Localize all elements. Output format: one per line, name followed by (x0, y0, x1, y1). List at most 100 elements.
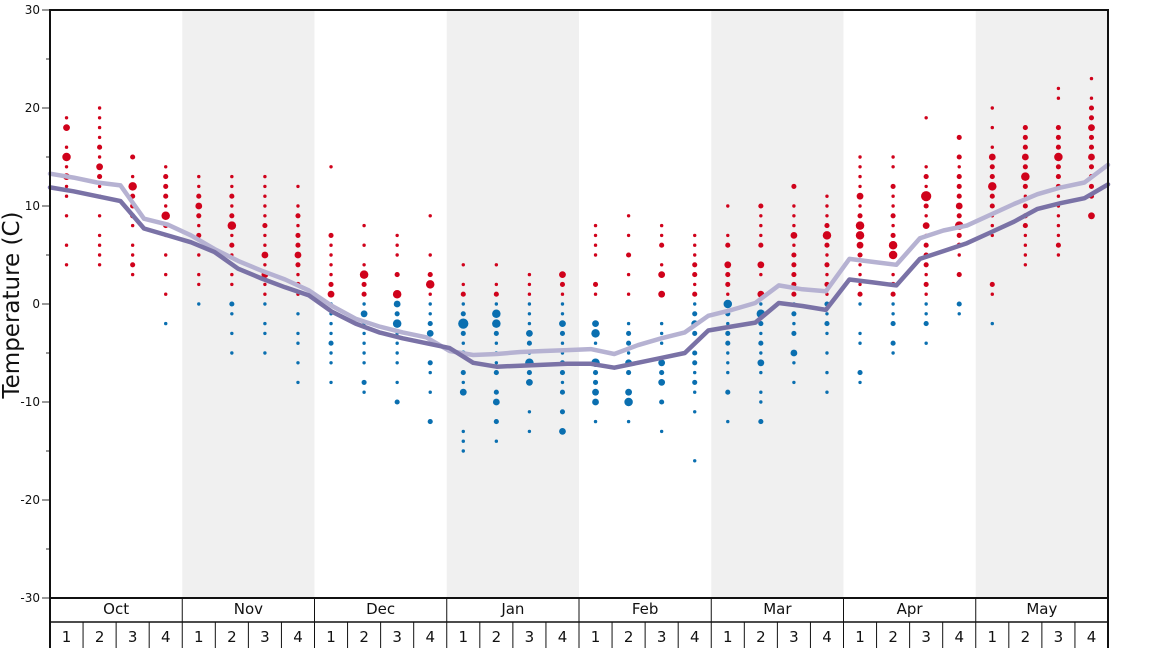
temp-point (990, 321, 994, 326)
temp-point (956, 232, 962, 238)
temp-point (128, 182, 137, 191)
temp-point (791, 272, 797, 278)
temp-point (1088, 144, 1095, 150)
temp-point (161, 211, 170, 221)
temp-point (891, 312, 895, 316)
temp-point (858, 263, 862, 267)
temp-point (1022, 164, 1028, 170)
temp-point (395, 351, 399, 355)
month-label-jan: Jan (500, 600, 524, 618)
temp-point (626, 321, 631, 326)
temp-point (492, 309, 501, 319)
temp-point (792, 243, 796, 247)
temp-point (792, 361, 796, 365)
temp-point (593, 253, 598, 257)
temp-point (294, 251, 302, 259)
temp-point (328, 340, 334, 346)
temp-point (592, 370, 599, 376)
temp-point (891, 194, 895, 198)
week-label: 2 (95, 628, 105, 646)
temp-point (1088, 183, 1095, 189)
temp-point (197, 184, 201, 189)
temp-point (626, 351, 631, 355)
temp-point (494, 341, 499, 345)
temp-point (858, 204, 862, 208)
temp-point (924, 272, 928, 277)
temp-point (227, 221, 237, 230)
temp-point (759, 390, 763, 394)
temp-point (263, 233, 267, 238)
temp-point (327, 290, 335, 298)
temp-point (130, 223, 135, 228)
temp-point (164, 165, 168, 169)
temp-point (527, 321, 532, 326)
temp-point (658, 271, 666, 278)
week-label: 3 (525, 628, 535, 646)
temp-point (461, 449, 465, 453)
temp-point (759, 400, 763, 404)
week-label: 1 (326, 628, 336, 646)
temp-point (626, 419, 631, 424)
temp-point (130, 272, 135, 277)
temp-point (1056, 253, 1061, 257)
month-shading (182, 10, 1108, 598)
temp-point (196, 193, 202, 199)
temp-point (626, 370, 632, 376)
week-label: 3 (392, 628, 402, 646)
temp-point (428, 302, 432, 306)
month-label-mar: Mar (763, 600, 792, 618)
temp-point (97, 155, 102, 159)
temp-point (759, 233, 763, 238)
temp-point (857, 370, 863, 376)
temp-point (1088, 153, 1095, 161)
temp-point (891, 351, 895, 355)
month-label-may: May (1026, 600, 1057, 618)
week-label: 1 (855, 628, 865, 646)
temp-point (725, 340, 731, 346)
y-tick-label: -30 (20, 591, 40, 605)
temp-point (493, 389, 499, 395)
temp-point (97, 174, 103, 180)
temp-point (923, 321, 929, 327)
temp-point (559, 281, 566, 287)
temp-point (758, 242, 764, 248)
temp-point (263, 263, 267, 267)
temp-point (858, 282, 862, 287)
temp-point (1056, 233, 1061, 238)
temp-point (726, 204, 730, 208)
temp-point (693, 410, 697, 414)
temp-point (263, 292, 267, 296)
week-label: 4 (558, 628, 568, 646)
temp-point (1022, 203, 1028, 209)
temp-point (890, 213, 896, 219)
y-axis: 30 20 10 0 -10 -20 -30 (20, 3, 50, 605)
temp-point (1089, 76, 1094, 81)
temp-point (658, 359, 666, 367)
week-label: 2 (756, 628, 766, 646)
week-label: 1 (62, 628, 72, 646)
temp-point (527, 410, 532, 414)
temp-point (659, 242, 665, 248)
temp-point (824, 242, 830, 248)
temp-point (329, 263, 333, 267)
temp-point (593, 341, 598, 345)
temp-point (361, 291, 367, 297)
temp-point (526, 340, 532, 346)
temp-point (659, 331, 664, 336)
temp-point (659, 233, 664, 238)
temp-point (759, 214, 763, 218)
temp-point (395, 243, 399, 247)
temp-point (726, 233, 730, 238)
temp-point (1055, 125, 1061, 131)
shade-band-may (975, 10, 1108, 598)
temp-point (791, 252, 797, 258)
temp-point (296, 380, 300, 385)
week-label: 3 (1054, 628, 1064, 646)
temp-point (890, 291, 896, 297)
temp-point (626, 272, 631, 277)
temp-point (989, 174, 995, 180)
temp-point (791, 183, 797, 189)
temp-point (329, 361, 333, 365)
temp-point (492, 319, 501, 328)
temp-point (988, 182, 997, 191)
